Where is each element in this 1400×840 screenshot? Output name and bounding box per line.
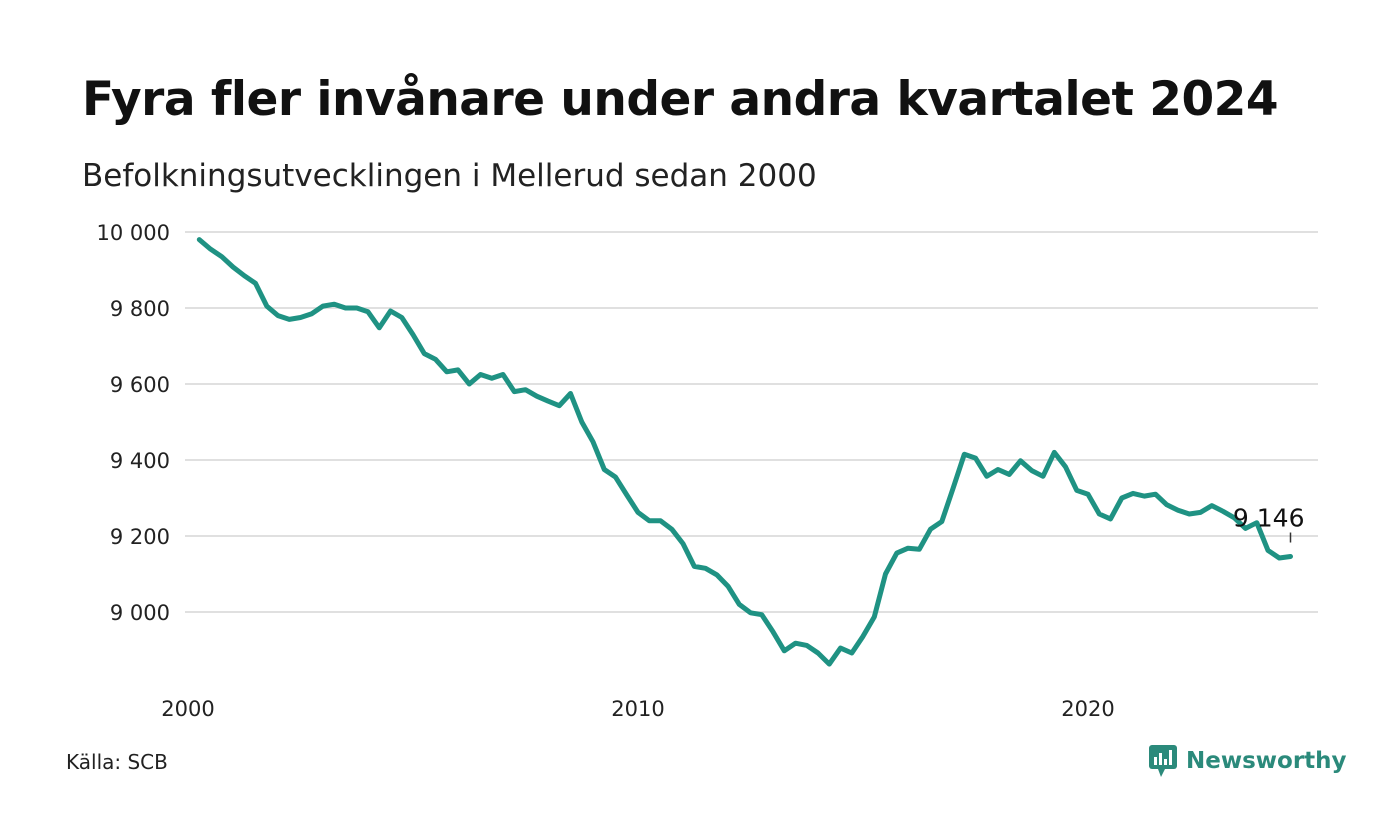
grid-lines [185,231,1318,613]
last-value-annotation: 9 146 [1233,504,1305,543]
newsworthy-logo-icon [1149,745,1177,777]
brand-name: Newsworthy [1186,748,1347,774]
y-tick-label: 9 600 [110,373,170,397]
x-tick-label: 2000 [161,697,214,721]
y-tick-label: 9 200 [110,525,170,549]
y-tick-label: 9 400 [110,449,170,473]
y-tick-label: 9 000 [110,601,170,625]
brand-logo: Newsworthy [1148,744,1347,778]
y-tick-label: 10 000 [97,221,170,245]
source-note: Källa: SCB [66,750,168,774]
y-tick-label: 9 800 [110,297,170,321]
x-tick-label: 2010 [611,697,664,721]
chart-title: Fyra fler invånare under andra kvartalet… [82,72,1279,127]
last-value-label: 9 146 [1233,504,1305,533]
series-layer [196,237,1293,667]
y-axis-ticks: 9 000 9 200 9 400 9 600 9 800 10 000 [97,221,170,625]
chart-subtitle: Befolkningsutvecklingen i Mellerud sedan… [82,158,817,194]
x-tick-label: 2020 [1061,697,1114,721]
series-line [196,237,1293,667]
x-axis-ticks: 2000 2010 2020 [161,697,1114,721]
